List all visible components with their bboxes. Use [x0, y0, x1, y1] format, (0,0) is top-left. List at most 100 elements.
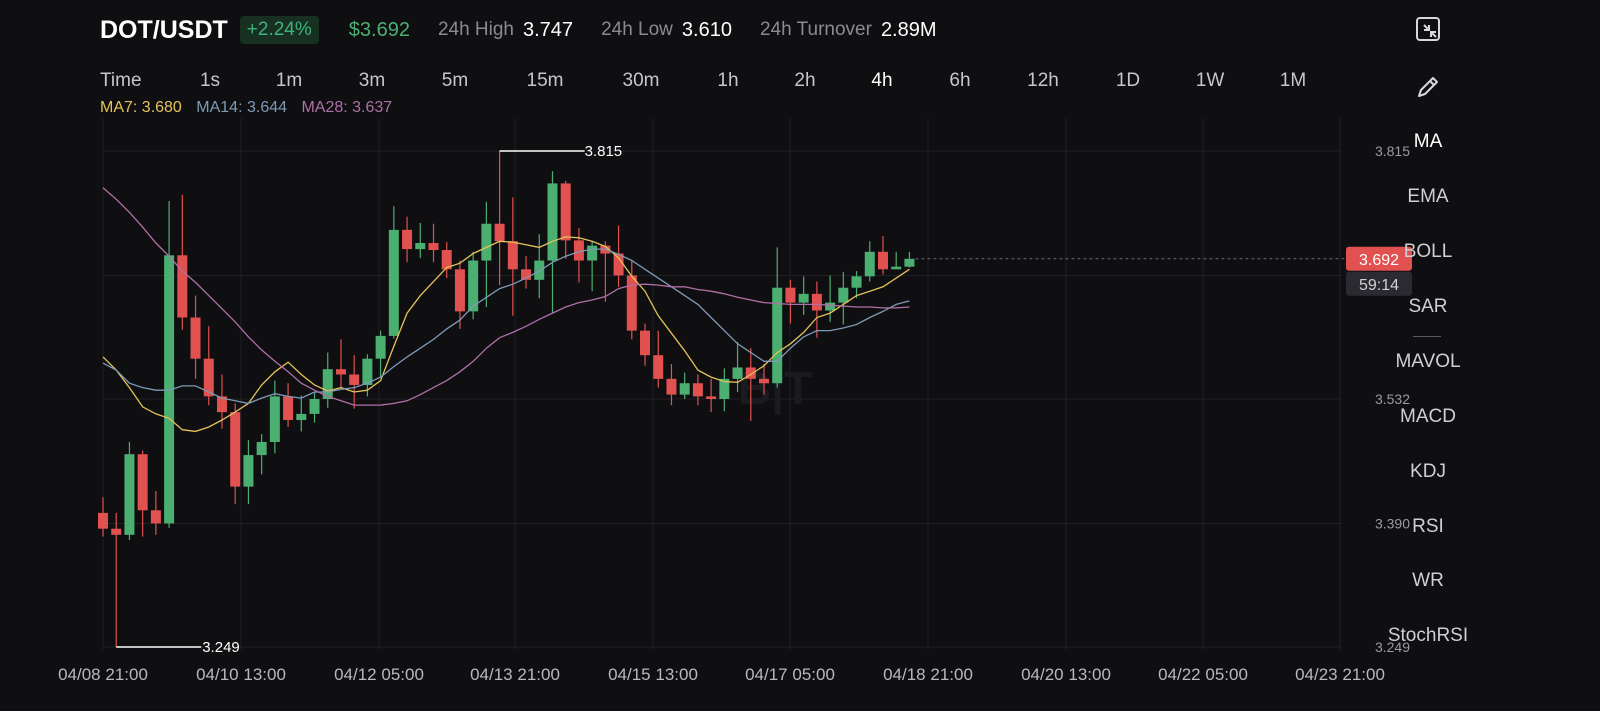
stat-turnover-value: 2.89M [880, 18, 937, 41]
interval-1w[interactable]: 1W [1195, 70, 1225, 91]
interval-1m[interactable]: 1m [275, 70, 303, 91]
interval-15m[interactable]: 15m [526, 70, 564, 91]
candle [283, 383, 294, 428]
interval-2h[interactable]: 2h [794, 70, 816, 91]
candle [825, 275, 836, 322]
interval-1h[interactable]: 1h [717, 70, 739, 91]
stat-turnover-label: 24h Turnover [759, 19, 872, 40]
indicator-boll[interactable]: BOLL [1403, 241, 1453, 262]
interval-1d[interactable]: 1D [1115, 70, 1141, 91]
indicator-ema[interactable]: EMA [1407, 186, 1449, 207]
candle [877, 236, 888, 275]
ma14-line [102, 248, 910, 405]
candle [626, 260, 637, 340]
candle-body [877, 251, 888, 270]
candle [653, 330, 664, 388]
candle-body [98, 512, 108, 529]
candle [640, 323, 651, 366]
indicator-macd[interactable]: MACD [1400, 406, 1456, 427]
interval-5m[interactable]: 5m [441, 70, 469, 91]
candle-body [679, 383, 690, 395]
indicator-sar[interactable]: SAR [1408, 296, 1448, 317]
candle-body [573, 240, 584, 261]
candle-body [732, 367, 743, 379]
candle-body [190, 317, 201, 359]
candle [811, 281, 822, 338]
candle [388, 206, 399, 339]
interval-6h[interactable]: 6h [949, 70, 971, 91]
interval-1s[interactable]: 1s [199, 70, 221, 91]
indicator-mavol[interactable]: MAVOL [1395, 351, 1461, 372]
high-marker-label: 3.815 [585, 143, 623, 160]
indicator-kdj[interactable]: KDJ [1410, 461, 1446, 482]
candle-body [904, 258, 915, 267]
candle [507, 197, 518, 316]
candle-body [507, 241, 518, 270]
candle [98, 497, 108, 537]
candle [772, 247, 783, 388]
x-tick-label: 04/10 13:00 [196, 665, 286, 684]
candle-body [441, 250, 452, 270]
x-tick-label: 04/15 13:00 [608, 665, 698, 684]
indicator-stochrsi[interactable]: StochRSI [1387, 625, 1469, 646]
candle-body [560, 183, 571, 241]
candle [177, 194, 188, 330]
candle-body [891, 266, 902, 270]
candle [547, 171, 558, 314]
candle-body [785, 287, 796, 303]
candle-body [640, 330, 651, 356]
interval-3m[interactable]: 3m [358, 70, 386, 91]
candle [666, 363, 677, 406]
interval-1month[interactable]: 1M [1279, 70, 1307, 91]
candle [732, 342, 743, 392]
candle-body [296, 413, 307, 421]
candle-body [534, 260, 545, 280]
ma28-value: MA28: 3.637 [301, 99, 393, 116]
y-tick-label: 3.815 [1375, 143, 1410, 159]
candle-body [745, 367, 756, 379]
candle [745, 348, 756, 421]
pencil-icon[interactable] [1411, 70, 1445, 104]
candle-body [269, 396, 280, 442]
candle [719, 368, 730, 412]
sidebar-divider [1413, 336, 1441, 337]
ma14-value: MA14: 3.644 [196, 99, 288, 116]
candle-body [454, 269, 465, 312]
candle-body [309, 399, 320, 414]
interval-12h[interactable]: 12h [1027, 70, 1059, 91]
ma-legend: MA7: 3.680 MA14: 3.644 MA28: 3.637 [100, 99, 392, 117]
candle [454, 260, 465, 329]
candle-body [811, 293, 822, 311]
x-tick-label: 04/17 05:00 [745, 665, 835, 684]
candle [441, 242, 452, 279]
candle-body [164, 255, 175, 524]
interval-30m[interactable]: 30m [622, 70, 660, 91]
candle [243, 440, 254, 505]
stat-low-label: 24h Low [601, 19, 673, 40]
candle-body [335, 369, 346, 375]
candle-body [798, 293, 809, 303]
candle-body [203, 358, 214, 397]
indicator-ma[interactable]: MA [1413, 131, 1443, 152]
candle [613, 225, 624, 287]
candle-body [719, 378, 730, 399]
candle [851, 271, 862, 299]
candle [269, 380, 280, 454]
low-marker-label: 3.249 [202, 639, 240, 656]
candle-body [626, 275, 637, 331]
candle [904, 251, 915, 268]
candle [864, 241, 875, 282]
pair-symbol[interactable]: DOT/USDT [100, 15, 228, 44]
interval-4h[interactable]: 4h [871, 70, 893, 91]
candle [309, 391, 320, 423]
candle-body [838, 287, 849, 303]
candle-body [349, 374, 360, 385]
interval-time[interactable]: Time [100, 70, 142, 91]
candle-body [468, 260, 479, 312]
candle [335, 339, 346, 388]
collapse-icon[interactable] [1411, 12, 1445, 46]
indicator-rsi[interactable]: RSI [1412, 516, 1444, 537]
indicator-wr[interactable]: WR [1412, 570, 1444, 591]
x-tick-label: 04/18 21:00 [883, 665, 973, 684]
